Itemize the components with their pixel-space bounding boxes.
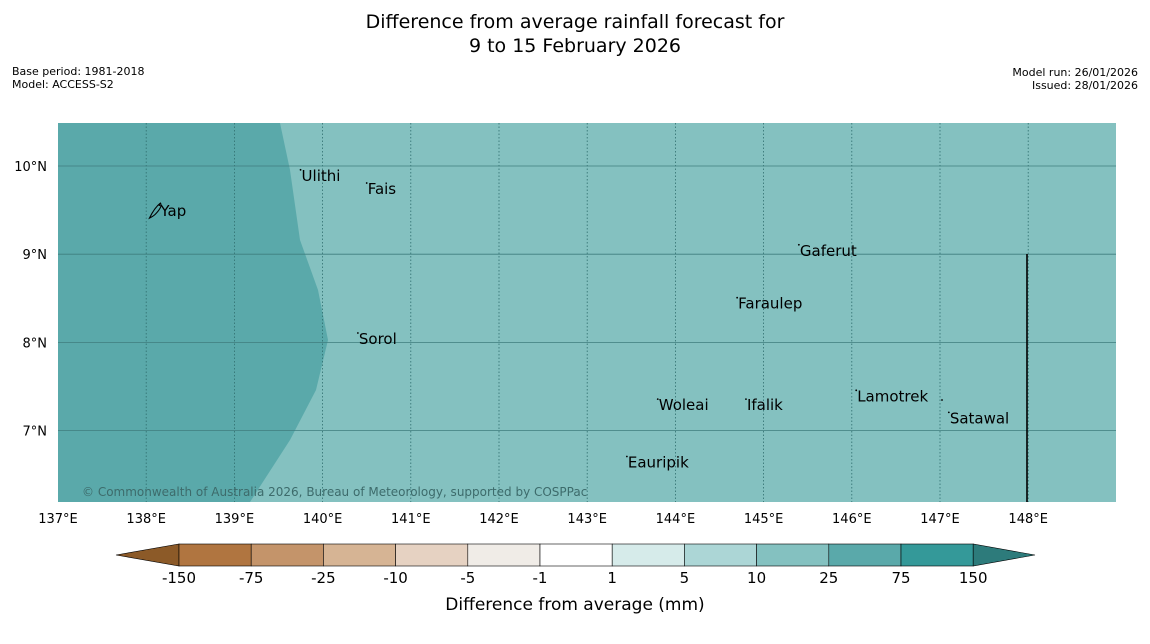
lat-tick-label: 8°N: [23, 336, 48, 351]
map-grid: [58, 123, 1116, 502]
place-label: Fais: [368, 180, 397, 198]
island-marker: [745, 398, 747, 401]
lon-tick-label: 141°E: [391, 512, 431, 527]
copyright-notice: © Commonwealth of Australia 2026, Bureau…: [82, 485, 587, 499]
colorbar-tick-label: 25: [819, 569, 838, 587]
colorbar-segment: [539, 543, 613, 567]
place-label: Eauripik: [628, 453, 689, 471]
lat-tick-label: 7°N: [23, 425, 48, 440]
lon-tick-label: 140°E: [303, 512, 343, 527]
lon-tick-label: 145°E: [744, 512, 784, 527]
lon-tick-label: 148°E: [1008, 512, 1048, 527]
place-label: Gaferut: [800, 242, 857, 260]
colorbar-segment: [828, 543, 902, 567]
island-marker: [736, 296, 739, 299]
place-label: Sorol: [359, 330, 397, 348]
island-marker: [656, 398, 659, 401]
meta-left: Base period: 1981-2018 Model: ACCESS-S2: [12, 65, 144, 91]
colorbar-tick-label: 1: [607, 569, 617, 587]
island-marker: [855, 389, 858, 392]
colorbar: -150 -75 -25 -10 -5 -1 1 5 10 25 75 150 Difference f…: [115, 543, 1036, 615]
lon-tick-label: 138°E: [126, 512, 166, 527]
colorbar-segment: [756, 543, 830, 567]
base-period: Base period: 1981-2018: [12, 65, 145, 78]
colorbar-tick-label: 5: [680, 569, 690, 587]
colorbar-tick-label: 10: [747, 569, 766, 587]
colorbar-title: Difference from average (mm): [445, 595, 704, 615]
place-label: Ifalik: [747, 396, 783, 414]
colorbar-segment: [323, 543, 396, 567]
island-marker: [299, 168, 302, 171]
lon-tick-label: 143°E: [567, 512, 607, 527]
lon-tick-label: 146°E: [832, 512, 872, 527]
place-label: Yap: [159, 202, 186, 220]
colorbar-extend-high: [972, 543, 1036, 567]
meta-right: Model run: 26/01/2026 Issued: 28/01/2026: [1012, 66, 1138, 92]
map-field-west: [58, 123, 328, 502]
place-label: Faraulep: [738, 295, 802, 313]
lat-tick-label: 9°N: [23, 248, 48, 263]
map-title: Difference from average rainfall forecas…: [0, 10, 1150, 58]
colorbar-segment: [684, 543, 757, 567]
colorbar-segment: [467, 543, 541, 567]
island-marker: [158, 204, 161, 207]
lon-tick-label: 142°E: [479, 512, 519, 527]
island-marker: [797, 243, 800, 246]
issued-date: Issued: 28/01/2026: [1031, 79, 1138, 92]
colorbar-segment: [611, 543, 685, 567]
lat-tick-label: 10°N: [14, 160, 47, 175]
colorbar-extend-low: [115, 543, 180, 567]
colorbar-tick-label: -75: [239, 569, 264, 587]
lon-tick-label: 144°E: [656, 512, 696, 527]
island-marker: [947, 411, 950, 414]
colorbar-tick-label: 150: [959, 569, 988, 587]
title-line-2: 9 to 15 February 2026: [468, 35, 682, 57]
colorbar-segment: [250, 543, 324, 567]
place-labels: Yap Ulithi Fais Gaferut Faraulep Sorol Lamotre…: [158, 167, 1009, 471]
colorbar-tick-label: -10: [383, 569, 408, 587]
colorbar-segment: [395, 543, 469, 567]
axis-labels: 137°E 138°E 139°E 140°E 141°E 142°E 143°E 144°E…: [14, 160, 1048, 527]
colorbar-segment: [900, 543, 974, 567]
colorbar-tick-label: -1: [533, 569, 548, 587]
place-label: Satawal: [950, 409, 1009, 427]
place-label: Ulithi: [302, 167, 341, 185]
lon-tick-label: 139°E: [215, 512, 255, 527]
model-run: Model run: 26/01/2026: [1012, 66, 1138, 79]
island-marker: [365, 182, 368, 184]
place-label: Woleai: [659, 396, 709, 414]
colorbar-tick-label: -5: [460, 569, 475, 587]
lon-tick-label: 137°E: [38, 512, 78, 527]
island-marker: [356, 332, 359, 334]
lon-tick-label: 147°E: [920, 512, 960, 527]
island-marker: [941, 399, 943, 401]
place-label: Lamotrek: [857, 387, 928, 405]
title-line-1: Difference from average rainfall forecas…: [365, 11, 785, 33]
model-name: Model: ACCESS-S2: [12, 78, 114, 91]
island-marker: [625, 455, 628, 458]
colorbar-tick-label: -150: [162, 569, 196, 587]
yap-island-outline: [148, 202, 162, 220]
colorbar-tick-label: -25: [311, 569, 336, 587]
colorbar-segment: [178, 543, 252, 567]
colorbar-tick-label: 75: [891, 569, 910, 587]
